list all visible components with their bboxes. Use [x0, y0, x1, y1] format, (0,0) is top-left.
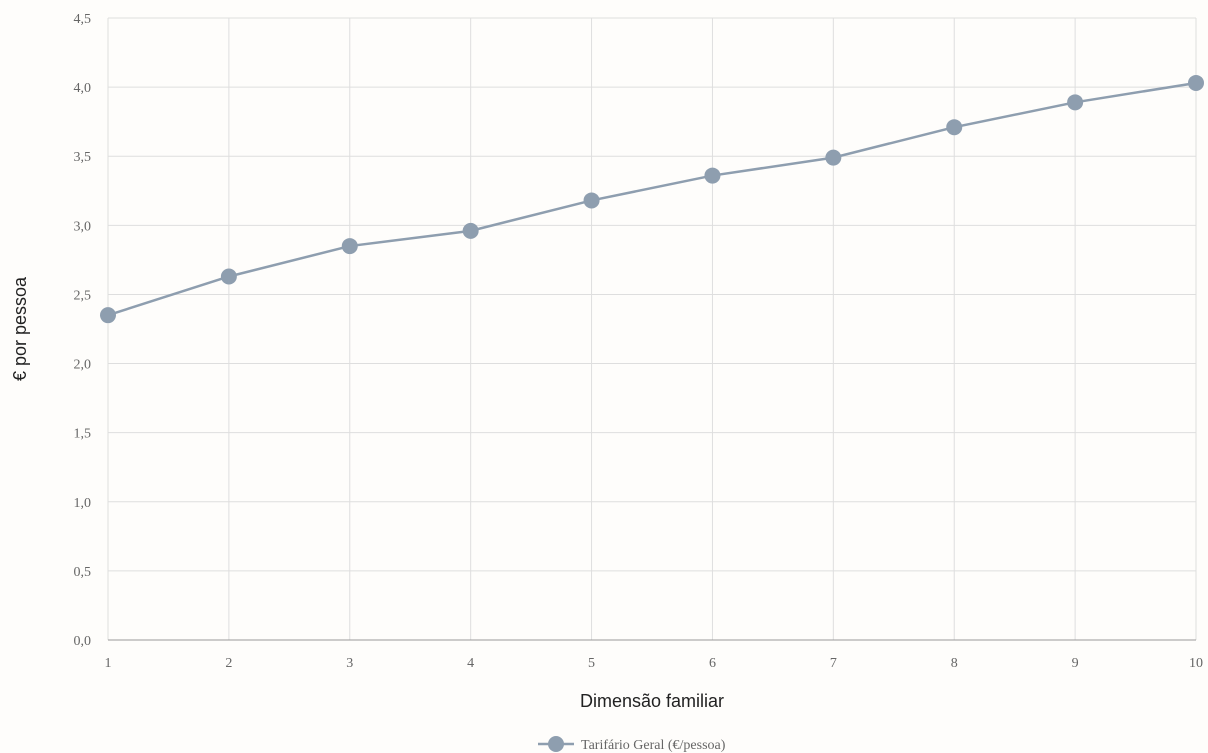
- x-tick-label: 10: [1189, 656, 1203, 671]
- x-tick-label: 6: [709, 656, 716, 671]
- data-point[interactable]: [583, 192, 600, 209]
- y-tick-label: 4,0: [74, 81, 92, 96]
- x-tick-label: 9: [1072, 656, 1079, 671]
- data-point[interactable]: [946, 119, 963, 136]
- legend[interactable]: Tarifário Geral (€/pessoa): [538, 736, 726, 753]
- x-tick-label: 7: [830, 656, 837, 671]
- data-point[interactable]: [704, 167, 721, 184]
- x-tick-label: 2: [225, 656, 232, 671]
- grid: [108, 17, 1197, 640]
- y-tick-label: 2,5: [74, 288, 92, 303]
- y-tick-label: 0,0: [74, 634, 92, 649]
- data-point[interactable]: [462, 222, 479, 239]
- y-tick-label: 1,5: [74, 427, 92, 442]
- x-axis-title: Dimensão familiar: [580, 691, 724, 711]
- x-tick-label: 1: [105, 656, 112, 671]
- x-tick-label: 5: [588, 656, 595, 671]
- data-point[interactable]: [825, 149, 842, 166]
- data-point[interactable]: [1067, 94, 1084, 111]
- x-axis-ticks: 1 2 3 4 5 6 7 8 9 10: [105, 656, 1204, 671]
- x-tick-label: 4: [467, 656, 474, 671]
- y-axis-title: € por pessoa: [10, 276, 30, 381]
- y-tick-label: 1,0: [74, 496, 92, 511]
- series-line: [107, 81, 1197, 317]
- data-point[interactable]: [341, 238, 358, 255]
- y-tick-label: 2,0: [74, 358, 92, 373]
- data-point[interactable]: [100, 307, 116, 324]
- legend-label: Tarifário Geral (€/pessoa): [581, 738, 726, 753]
- y-axis-ticks: 0,0 0,5 1,0 1,5 2,0 2,5 3,0 3,5 4,0 4,5: [74, 12, 92, 649]
- series: [100, 74, 1204, 324]
- x-tick-label: 8: [951, 656, 958, 671]
- axes: [107, 18, 1196, 641]
- legend-swatch-marker: [548, 736, 564, 752]
- x-tick-label: 3: [346, 656, 353, 671]
- y-tick-label: 3,5: [74, 150, 92, 165]
- y-tick-label: 0,5: [74, 565, 92, 580]
- y-tick-label: 3,0: [74, 219, 92, 234]
- data-point[interactable]: [220, 268, 237, 285]
- data-point[interactable]: [1188, 74, 1204, 91]
- y-tick-label: 4,5: [74, 12, 92, 27]
